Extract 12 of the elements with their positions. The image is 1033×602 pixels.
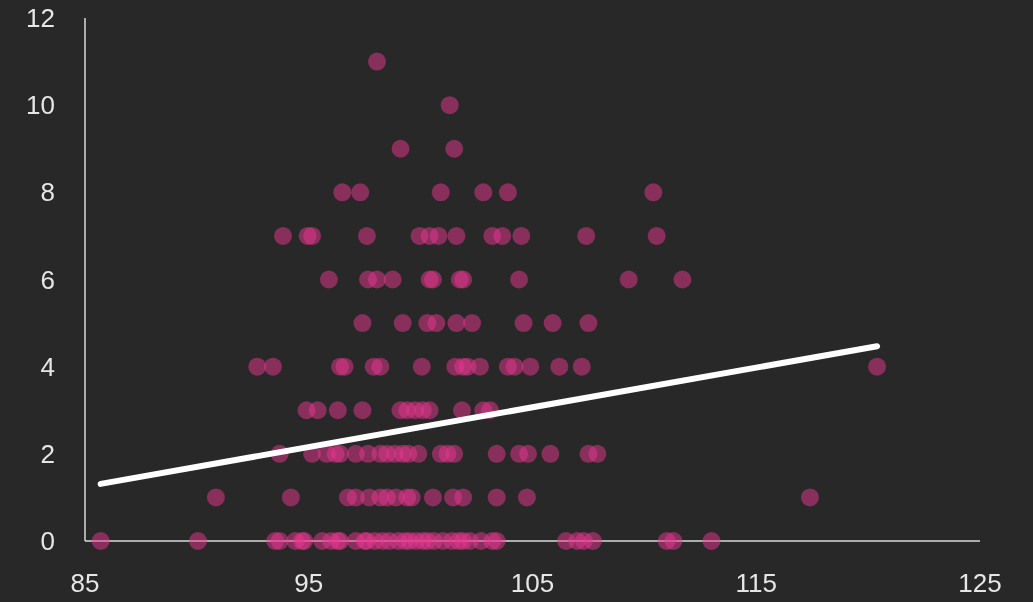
x-tick-label: 85	[70, 568, 100, 598]
y-tick-label: 12	[26, 3, 55, 34]
y-tick-label: 6	[40, 264, 55, 295]
x-tick-label: 95	[294, 568, 324, 598]
y-tick-label: 4	[40, 351, 55, 382]
x-tick-label: 105	[510, 568, 555, 598]
y-tick-label: 0	[40, 526, 55, 557]
x-tick-label: 125	[958, 568, 1002, 598]
y-tick-label: 8	[40, 177, 55, 208]
x-tick-label: 115	[735, 568, 777, 598]
y-tick-label: 2	[40, 438, 55, 469]
y-tick-label: 10	[26, 90, 55, 121]
